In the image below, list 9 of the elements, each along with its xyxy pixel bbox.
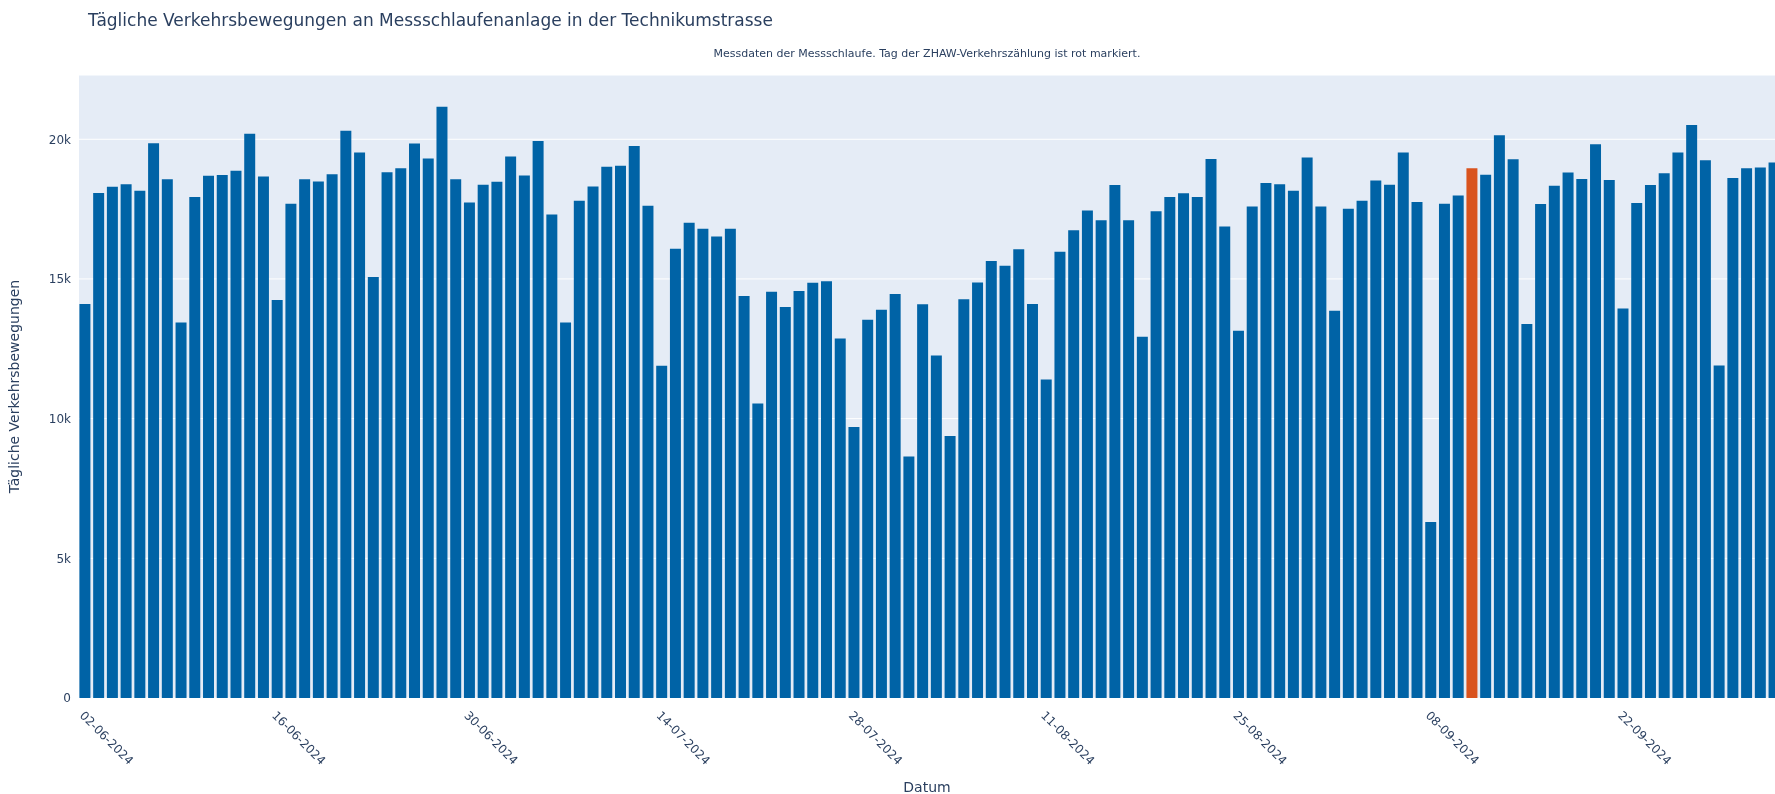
y-axis-title: Tägliche Verkehrsbewegungen: [5, 279, 22, 495]
y-tick-label: 15k: [48, 272, 72, 287]
y-tick-label: 20k: [48, 132, 72, 147]
y-tick-label: 0: [63, 691, 71, 706]
y-tick-label: 5k: [56, 551, 72, 566]
x-axis-title: Datum: [903, 779, 951, 794]
chart-subtitle: Messdaten der Messschlaufe. Tag der ZHAW-Verkehrszählung ist rot markiert.: [712, 47, 1142, 60]
y-tick-label: 10k: [48, 411, 72, 426]
chart-title: Tägliche Verkehrsbewegungen an Messschlaufenanlage in der Technikumstrasse: [88, 10, 773, 30]
